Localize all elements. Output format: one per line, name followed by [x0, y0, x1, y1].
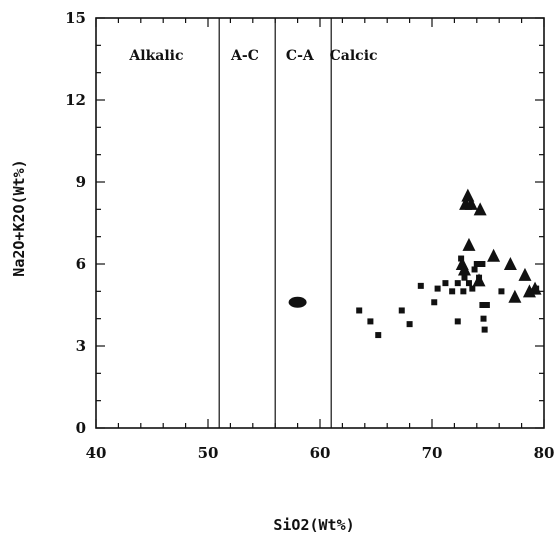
field-label: C-A	[286, 48, 315, 64]
field-boundaries	[218, 18, 332, 428]
square-marker	[431, 299, 438, 306]
square-marker	[465, 280, 472, 287]
square-marker	[469, 285, 476, 292]
square-marker	[473, 261, 480, 267]
y-tick-label: 9	[76, 173, 86, 191]
y-tick-label: 15	[65, 9, 86, 27]
triangle-marker	[518, 267, 532, 281]
field-label: Alkalic	[128, 48, 183, 64]
ellipse-marker	[288, 296, 307, 308]
x-axis-title: SiO2(Wt%)	[273, 516, 354, 534]
data-markers	[288, 188, 542, 339]
axis-tick-labels: 40 50 60 70 80 0 3 6 9 12 15	[65, 9, 554, 462]
square-marker	[479, 302, 486, 308]
triangle-marker	[508, 289, 522, 303]
triangle-marker	[473, 202, 487, 216]
triangle-marker	[503, 257, 517, 270]
square-marker	[460, 288, 467, 295]
square-marker	[479, 261, 486, 267]
x-tick-label: 50	[198, 444, 219, 462]
square-marker	[367, 318, 374, 325]
x-tick-label: 40	[86, 444, 107, 462]
square-marker	[483, 302, 490, 308]
triangle-marker	[487, 248, 501, 262]
y-tick-label: 0	[76, 419, 86, 437]
square-marker	[398, 307, 405, 314]
square-marker	[375, 332, 382, 339]
y-axis-title: Na2O+K2O(Wt%)	[10, 159, 28, 276]
square-marker	[406, 321, 413, 328]
square-marker	[417, 282, 424, 289]
triangle-marker	[462, 237, 476, 251]
plot-border	[95, 17, 545, 429]
field-labels: Alkalic A-C C-A Calcic	[128, 48, 377, 64]
x-tick-label: 80	[534, 444, 555, 462]
square-marker	[434, 285, 441, 292]
triangle-marker	[464, 196, 478, 210]
triangle-marker	[457, 262, 471, 276]
square-marker	[442, 280, 449, 287]
square-marker	[461, 274, 468, 281]
y-tick-label: 12	[65, 91, 86, 109]
field-label: Calcic	[330, 48, 378, 64]
square-marker	[498, 288, 505, 295]
y-tick-label: 6	[76, 255, 86, 273]
plot-frame	[95, 17, 545, 429]
square-marker	[454, 280, 461, 287]
triangle-marker	[472, 273, 486, 287]
square-marker	[449, 288, 456, 295]
square-marker	[458, 255, 465, 262]
square-marker	[481, 326, 488, 333]
triangle-marker	[522, 284, 536, 298]
x-tick-label: 70	[422, 444, 443, 462]
field-label: A-C	[230, 48, 259, 64]
axis-ticks	[95, 17, 545, 429]
square-marker	[471, 266, 478, 273]
square-marker	[356, 307, 363, 314]
y-tick-label: 3	[76, 337, 86, 355]
square-marker	[454, 318, 461, 325]
square-marker	[480, 315, 487, 322]
x-tick-label: 60	[310, 444, 331, 462]
